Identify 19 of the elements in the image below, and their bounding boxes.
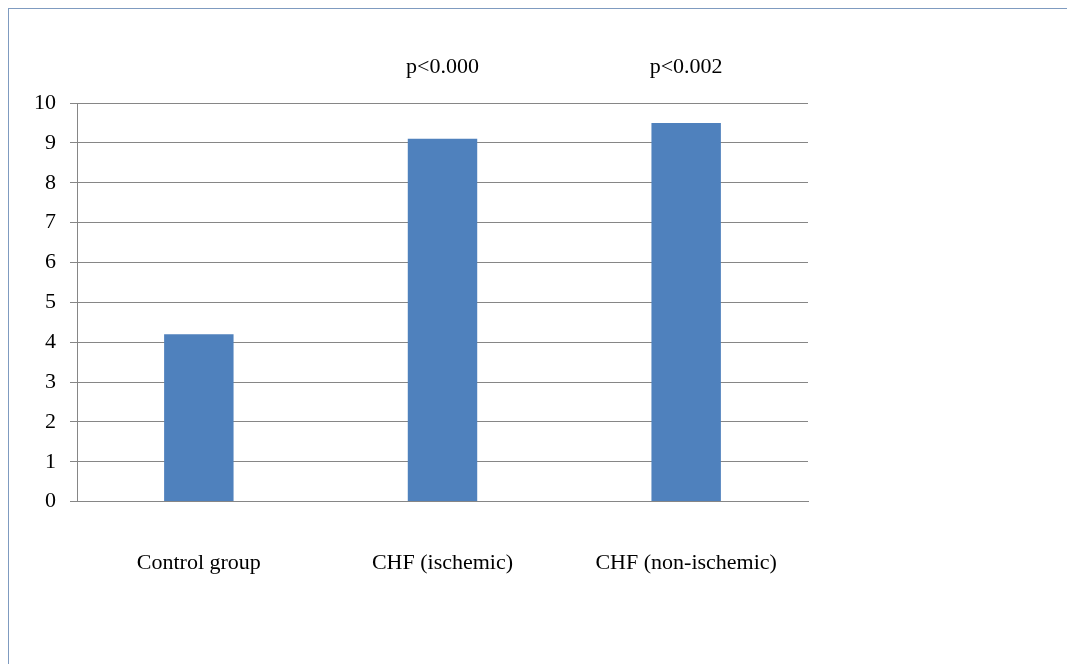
- y-tick-label: 7: [45, 208, 56, 234]
- bar: [651, 122, 721, 502]
- y-tick-label: 5: [45, 288, 56, 314]
- y-tick-label: 8: [45, 168, 56, 194]
- bar: [407, 138, 478, 502]
- x-tick-label: Control group: [136, 548, 261, 574]
- x-tick-label: CHF (ischemic): [371, 548, 514, 574]
- y-tick-label: 10: [34, 88, 56, 114]
- y-tick-label: 3: [45, 367, 56, 393]
- y-tick-label: 9: [45, 128, 56, 154]
- y-tick-label: 4: [45, 327, 56, 353]
- x-tick-label: CHF (non-ischemic): [595, 548, 777, 574]
- bar: [164, 334, 234, 502]
- y-tick-label: 1: [45, 447, 56, 473]
- text: p<0.002: [649, 53, 723, 78]
- y-tick-label: 6: [45, 248, 56, 274]
- y-tick-label: 0: [45, 487, 56, 513]
- y-tick-label: 2: [45, 407, 56, 433]
- text: p<0.000: [406, 53, 479, 78]
